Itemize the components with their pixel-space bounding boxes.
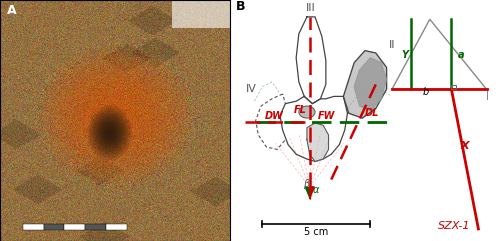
Bar [64, 224, 85, 230]
Bar [85, 224, 106, 230]
Text: II: II [390, 40, 396, 50]
Bar [106, 224, 126, 230]
Text: a: a [458, 50, 465, 60]
Text: IV: IV [246, 84, 257, 94]
Polygon shape [305, 187, 310, 199]
Text: b: b [423, 87, 430, 97]
Polygon shape [344, 51, 386, 118]
Polygon shape [307, 123, 328, 161]
Text: Y: Y [402, 50, 408, 60]
Bar [23, 224, 44, 230]
Bar [44, 224, 64, 230]
Text: A: A [7, 5, 16, 17]
Text: SZX-1: SZX-1 [438, 221, 470, 231]
Text: $\alpha$: $\alpha$ [312, 185, 320, 195]
Text: DL: DL [365, 108, 380, 118]
Bar [452, 85, 456, 89]
Text: DW: DW [265, 111, 284, 121]
Text: $\beta$: $\beta$ [303, 177, 311, 191]
Text: B: B [236, 0, 245, 13]
Polygon shape [310, 187, 314, 199]
Polygon shape [280, 96, 347, 161]
Polygon shape [354, 58, 386, 111]
Text: X: X [461, 141, 469, 151]
Text: FL: FL [294, 105, 306, 115]
Text: FW: FW [318, 111, 335, 121]
Text: III: III [306, 3, 316, 13]
Text: 5 cm: 5 cm [304, 227, 328, 237]
Ellipse shape [299, 106, 315, 118]
